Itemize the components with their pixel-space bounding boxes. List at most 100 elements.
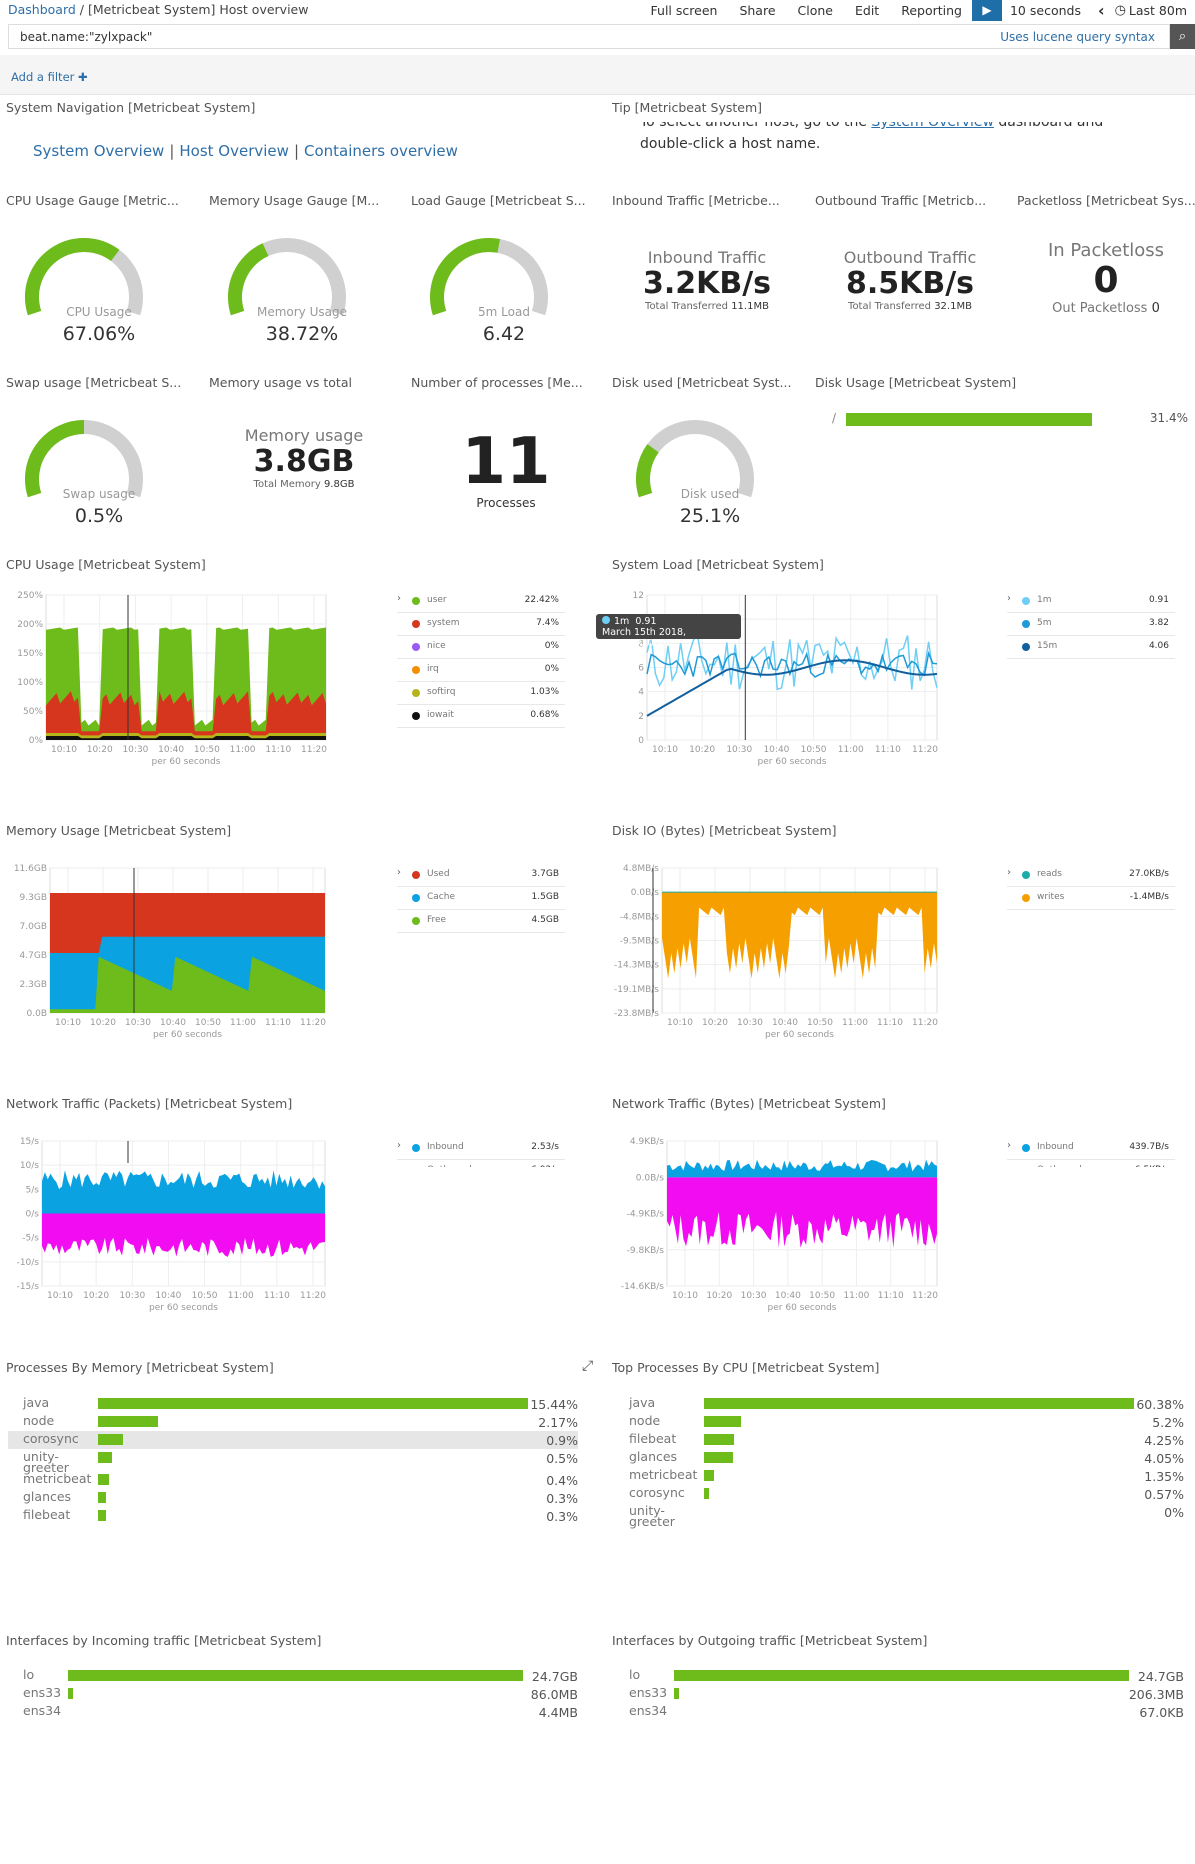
disk-io-chart[interactable]: 4.8MB/s 0.0B/s -4.8MB/s -9.5MB/s -14.3MB/s -1…: [612, 853, 1002, 1068]
chevron-right-icon[interactable]: ›: [1007, 593, 1011, 604]
bar[interactable]: [98, 1474, 110, 1485]
bar[interactable]: [704, 1488, 709, 1499]
legend-item[interactable]: › Inbound 439.7B/s: [1007, 1137, 1175, 1160]
legend-item[interactable]: writes -1.4MB/s: [1007, 887, 1175, 910]
edit-button[interactable]: Edit: [854, 2, 880, 18]
bar[interactable]: [98, 1398, 528, 1409]
bar-row[interactable]: unity- greeter 0.5%: [8, 1449, 578, 1474]
bar-row[interactable]: glances 0.3%: [8, 1489, 578, 1507]
bar-row[interactable]: ens34 67.0KB: [614, 1703, 1184, 1721]
bar-row[interactable]: java 60.38%: [614, 1395, 1184, 1413]
bar[interactable]: [704, 1452, 733, 1463]
network-packets-chart[interactable]: 15/s 10/s 5/s 0/s -5/s -10/s -15/s 10:10 10:20 10…: [0, 1126, 400, 1341]
legend-item[interactable]: Outbound -6.92/s: [397, 1160, 565, 1167]
bar-row[interactable]: glances 4.05%: [614, 1449, 1184, 1467]
add-filter-link[interactable]: Add a filter ✚: [11, 70, 88, 84]
bar[interactable]: [704, 1434, 735, 1445]
legend-item[interactable]: system 7.4%: [397, 613, 565, 636]
bar[interactable]: [98, 1416, 159, 1427]
bar[interactable]: [674, 1688, 679, 1699]
legend-item[interactable]: iowait 0.68%: [397, 705, 565, 728]
chevron-left-icon[interactable]: ‹: [1097, 0, 1105, 20]
nav-link-host-overview[interactable]: Host Overview: [179, 142, 289, 160]
legend-item[interactable]: 15m 4.06: [1007, 636, 1175, 659]
legend-swatch: [412, 871, 420, 879]
legend-item[interactable]: Free 4.5GB: [397, 910, 565, 933]
gauge-fill: [228, 243, 269, 316]
load-gauge-label: 5m Load: [478, 305, 530, 319]
play-icon[interactable]: ▶: [971, 0, 1002, 21]
legend-item[interactable]: softirq 1.03%: [397, 682, 565, 705]
bar[interactable]: [98, 1492, 107, 1503]
share-button[interactable]: Share: [739, 2, 776, 18]
bar[interactable]: [98, 1434, 124, 1445]
chevron-right-icon[interactable]: ›: [397, 1140, 401, 1151]
bar-row[interactable]: java 15.44%: [8, 1395, 578, 1413]
legend-item[interactable]: irq 0%: [397, 659, 565, 682]
expand-icon[interactable]: ⤢: [582, 1358, 594, 1374]
bar[interactable]: [704, 1470, 714, 1481]
bar-row[interactable]: lo 24.7GB: [8, 1667, 578, 1685]
bar-row[interactable]: node 2.17%: [8, 1413, 578, 1431]
nav-link-system-overview[interactable]: System Overview: [33, 142, 165, 160]
gauge-track: [636, 420, 754, 498]
chevron-right-icon[interactable]: ›: [397, 593, 401, 604]
bar-row[interactable]: filebeat 4.25%: [614, 1431, 1184, 1449]
memory-usage-chart[interactable]: 11.6GB 9.3GB 7.0GB 4.7GB 2.3GB 0.0B 10:10 10:20…: [0, 853, 400, 1068]
bar-row[interactable]: node 5.2%: [614, 1413, 1184, 1431]
bar-row[interactable]: lo 24.7GB: [614, 1667, 1184, 1685]
bar[interactable]: [98, 1452, 112, 1463]
x-tick-label: 11:20: [912, 745, 938, 755]
network-bytes-chart[interactable]: 4.9KB/s 0.0B/s -4.9KB/s -9.8KB/s -14.6KB/s 10…: [612, 1126, 1002, 1341]
legend-item[interactable]: Outbound -6.5KB/s: [1007, 1160, 1175, 1167]
legend-item[interactable]: nice 0%: [397, 636, 565, 659]
cpu-usage-chart[interactable]: 250% 200% 150% 100% 50% 0% 10:10 10:20 10:30 10:4…: [0, 580, 400, 795]
disk-usage-bar[interactable]: [846, 413, 1092, 426]
search-input[interactable]: beat.name:"zylxpack" Uses lucene query s…: [8, 24, 1170, 49]
legend-item[interactable]: › 1m 0.91: [1007, 590, 1175, 613]
legend-item[interactable]: › reads 27.0KB/s: [1007, 864, 1175, 887]
bar-row[interactable]: ens34 4.4MB: [8, 1703, 578, 1721]
y-tick-label: 11.6GB: [14, 864, 47, 874]
bar[interactable]: [68, 1670, 523, 1681]
memory-total-value: 9.8GB: [323, 479, 355, 490]
chevron-right-icon[interactable]: ›: [1007, 1140, 1011, 1151]
chevron-right-icon[interactable]: ›: [397, 867, 401, 878]
bar-row[interactable]: unity- greeter 0%: [614, 1503, 1184, 1528]
bar[interactable]: [68, 1688, 73, 1699]
nav-link-containers-overview[interactable]: Containers overview: [304, 142, 458, 160]
outbound-title: Outbound Traffic: [843, 248, 977, 267]
bar[interactable]: [704, 1398, 1134, 1409]
legend-item[interactable]: 5m 3.82: [1007, 613, 1175, 636]
bar[interactable]: [704, 1416, 742, 1427]
time-range-button[interactable]: Last 80m: [1128, 2, 1187, 18]
system-load-chart[interactable]: 12108642010:1010:2010:3010:4010:5011:001…: [612, 580, 1002, 795]
legend-item[interactable]: › user 22.42%: [397, 590, 565, 613]
tip-system-overview-link[interactable]: System Overview: [871, 122, 994, 130]
bar[interactable]: [98, 1510, 107, 1521]
bar-row[interactable]: filebeat 0.3%: [8, 1507, 578, 1525]
clone-button[interactable]: Clone: [797, 2, 833, 18]
reporting-button[interactable]: Reporting: [901, 2, 962, 18]
breadcrumb-dashboard-link[interactable]: Dashboard: [8, 2, 76, 17]
bar-row[interactable]: corosync 0.9%: [8, 1431, 578, 1449]
bar-row[interactable]: metricbeat 0.4%: [8, 1471, 578, 1489]
bar-row[interactable]: ens33 206.3MB: [614, 1685, 1184, 1703]
bar-row[interactable]: metricbeat 1.35%: [614, 1467, 1184, 1485]
legend-swatch: [1022, 1144, 1030, 1152]
panel-title-cpu-usage: CPU Usage [Metricbeat System]: [6, 557, 206, 572]
legend-item[interactable]: › Used 3.7GB: [397, 864, 565, 887]
legend-label: Inbound: [1037, 1142, 1074, 1152]
bar-row[interactable]: corosync 0.57%: [614, 1485, 1184, 1503]
x-tick-label: 10:20: [706, 1291, 732, 1301]
refresh-interval-button[interactable]: 10 seconds: [1009, 2, 1081, 18]
legend-item[interactable]: › Inbound 2.53/s: [397, 1137, 565, 1160]
fullscreen-button[interactable]: Full screen: [650, 2, 718, 18]
legend-item[interactable]: Cache 1.5GB: [397, 887, 565, 910]
lucene-syntax-link[interactable]: Uses lucene query syntax: [1000, 30, 1155, 44]
bar-row[interactable]: ens33 86.0MB: [8, 1685, 578, 1703]
search-icon[interactable]: ⌕: [1170, 24, 1195, 49]
bar[interactable]: [674, 1670, 1129, 1681]
chevron-right-icon[interactable]: ›: [1007, 867, 1011, 878]
bar-label: ens34: [23, 1703, 62, 1718]
